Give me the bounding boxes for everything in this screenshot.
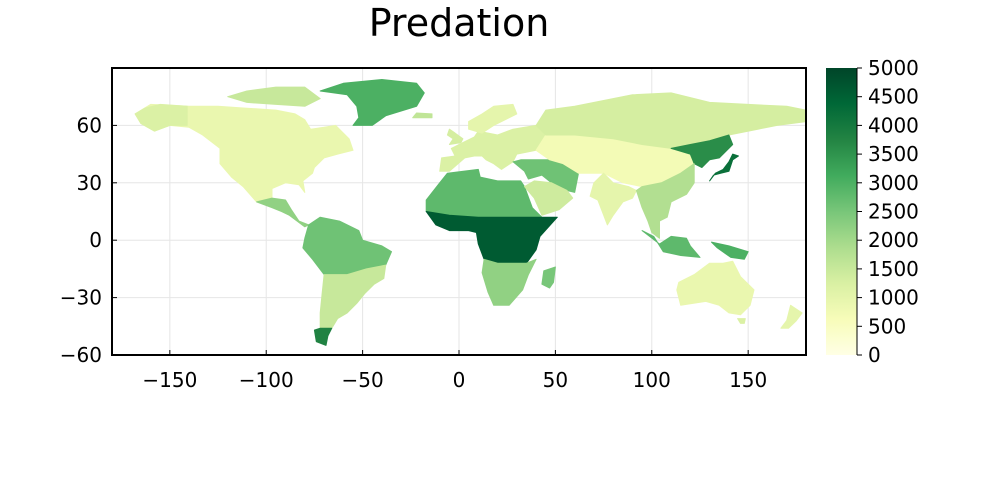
region-alaska [134,103,188,132]
colorbar-tick-label: 3500 [868,142,919,166]
x-tick-label: 100 [633,368,671,392]
colorbar-tick-label: 500 [868,314,906,338]
colorbar-tick-label: 2500 [868,200,919,224]
colorbar-tick-label: 2000 [868,228,919,252]
region-north-america [134,103,354,203]
colorbar [826,68,857,355]
x-axis: −150 −100 −50 0 50 100 150 [142,350,767,392]
y-tick-label: 0 [89,228,102,252]
region-great-britain [446,128,464,145]
region-patagonia [313,327,333,346]
region-middle-east [512,159,579,193]
y-tick-label: 30 [77,171,102,195]
region-madagascar [541,266,556,289]
colorbar-tick-label: 1500 [868,257,919,281]
region-siberia [535,92,806,149]
colorbar-axis: 0 500 1000 1500 2000 2500 3000 3500 4000 4500 5000 [856,56,919,367]
x-tick-label: 150 [729,368,767,392]
map-layer [134,79,806,346]
x-tick-label: −150 [142,368,197,392]
region-northeast-asia [670,134,734,168]
region-australia [676,260,755,316]
colorbar-tick-label: 5000 [868,56,919,80]
colorbar-tick-label: 0 [868,343,881,367]
colorbar-tick-label: 1000 [868,286,919,310]
region-south-america-amazon- [302,216,392,276]
region-southern-africa [481,258,537,306]
region-north-africa [425,168,543,218]
region-southeast-asia [635,163,695,239]
colorbar-tick-label: 3000 [868,171,919,195]
region-new-zealand [780,304,803,329]
region-new-guinea [711,241,749,260]
y-tick-label: −60 [60,343,102,367]
region-iceland [412,112,433,119]
chart-title: Predation [369,1,550,45]
region-scandinavia [468,103,518,134]
x-tick-label: −50 [342,368,384,392]
x-tick-label: 0 [453,368,466,392]
region-canadian-arctic-archipelago [227,86,321,107]
region-greenland [319,79,425,126]
x-tick-label: 50 [543,368,568,392]
y-axis: −60 −30 0 30 60 [60,113,117,367]
region-central-america [256,197,310,228]
region-tasmania [737,318,746,324]
region-india [589,172,637,226]
region-japan [709,153,739,182]
region-south-america-south- [319,264,387,329]
region-arabian-peninsula [524,180,574,216]
region-indonesia [641,230,701,258]
colorbar-tick-label: 4500 [868,85,919,109]
y-tick-label: 60 [77,113,102,137]
x-tick-label: −100 [239,368,294,392]
colorbar-tick-label: 4000 [868,113,919,137]
y-tick-label: −30 [60,286,102,310]
region-central-africa [425,211,558,264]
